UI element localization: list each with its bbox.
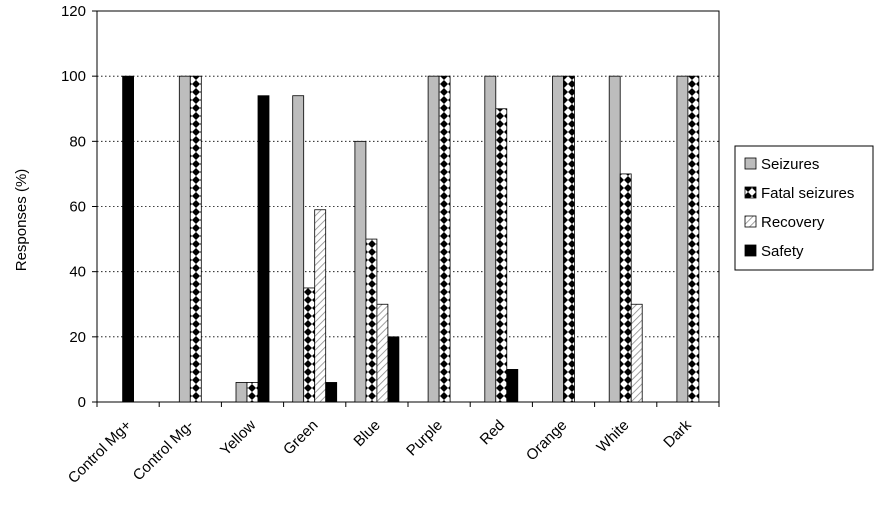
legend-label: Seizures (761, 156, 819, 173)
bar (676, 75, 689, 403)
bar (292, 95, 305, 403)
bar (427, 75, 440, 403)
bar (495, 108, 508, 403)
x-tick-label: Control Mg- (130, 417, 197, 484)
legend-swatch (744, 244, 757, 257)
x-tick-label: Dark (660, 416, 695, 451)
y-axis-label: Responses (%) (13, 169, 30, 272)
legend-swatch (744, 157, 757, 170)
bar (687, 75, 700, 403)
legend: Seizures Fatal seizures Recovery Safety (734, 145, 874, 271)
bar (608, 75, 621, 403)
y-tick-label: 20 (69, 329, 86, 346)
y-tick-label: 120 (61, 3, 86, 20)
legend-box (734, 145, 874, 271)
bar (246, 382, 259, 403)
x-tick-label: Purple (403, 417, 446, 460)
x-tick-label: Orange (523, 417, 570, 464)
bars (122, 75, 700, 403)
bar (122, 75, 134, 403)
y-tick-label: 100 (61, 68, 86, 85)
x-tick-label: Red (477, 417, 508, 448)
bar (365, 238, 378, 403)
legend-label: Fatal seizures (761, 185, 854, 202)
bar (506, 369, 519, 403)
y-axis: 0 20 40 60 80 100 120 (61, 3, 97, 411)
x-axis: Control Mg+Control Mg- Yellow Green Blue Pur… (65, 402, 720, 487)
bar (563, 75, 575, 403)
bar (325, 382, 338, 403)
bar (178, 75, 191, 403)
legend-swatch (744, 186, 757, 199)
bar (354, 140, 367, 403)
y-tick-label: 80 (69, 133, 86, 150)
x-tick-label: Yellow (217, 417, 259, 459)
bar (257, 95, 270, 403)
y-tick-label: 60 (69, 199, 86, 216)
bar (484, 75, 497, 403)
legend-label: Safety (761, 243, 804, 260)
bar (303, 287, 316, 403)
bar (376, 303, 389, 403)
y-tick-label: 0 (78, 394, 86, 411)
bar (235, 382, 248, 403)
bar (189, 75, 202, 403)
bar (630, 303, 643, 403)
bar (387, 336, 400, 403)
x-tick-label: Blue (350, 417, 383, 450)
bar (552, 75, 564, 403)
y-tick-label: 40 (69, 264, 86, 281)
x-tick-label: Control Mg+ (65, 417, 135, 487)
x-tick-label: White (593, 417, 632, 456)
x-tick-label: Green (280, 417, 322, 459)
bar (438, 75, 451, 403)
legend-swatch (744, 215, 757, 228)
bar (619, 173, 632, 403)
bar (314, 209, 327, 403)
legend-label: Recovery (761, 214, 825, 231)
